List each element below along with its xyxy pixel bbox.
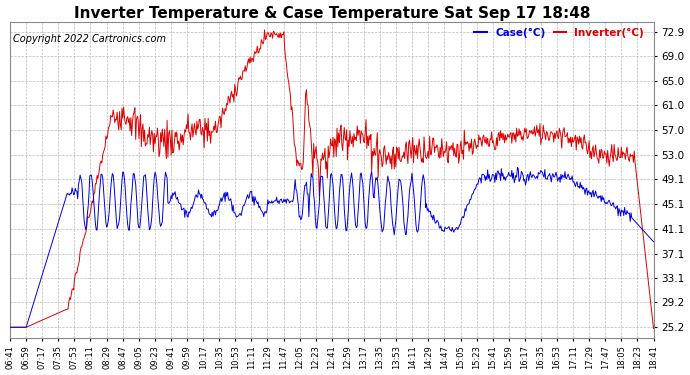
Text: Copyright 2022 Cartronics.com: Copyright 2022 Cartronics.com xyxy=(13,34,166,44)
Legend: Case(°C), Inverter(°C): Case(°C), Inverter(°C) xyxy=(470,24,649,42)
Title: Inverter Temperature & Case Temperature Sat Sep 17 18:48: Inverter Temperature & Case Temperature … xyxy=(74,6,590,21)
